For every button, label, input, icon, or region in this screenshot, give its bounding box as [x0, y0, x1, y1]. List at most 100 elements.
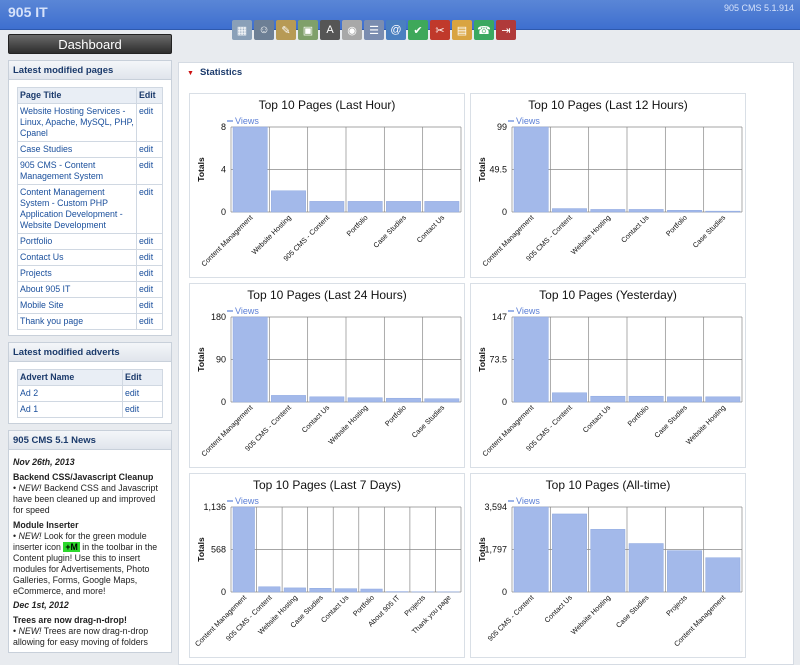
- news-text: Trees are now drag-n-drop allowing for e…: [13, 626, 149, 647]
- x-tick-label: Website Hosting: [569, 593, 612, 636]
- statistics-panel: ▼ Statistics Top 10 Pages (Last Hour) View…: [178, 62, 794, 665]
- sitemap-icon[interactable]: ▦: [232, 20, 252, 40]
- y-tick-label: 1,136: [203, 502, 226, 512]
- list-icon[interactable]: ☰: [364, 20, 384, 40]
- edit-link[interactable]: edit: [136, 297, 163, 314]
- version-label: 905 CMS 5.1.914: [723, 3, 794, 13]
- table-row: Website Hosting Services - Linux, Apache…: [17, 103, 163, 142]
- bar: [347, 201, 383, 213]
- page-title-link[interactable]: About 905 IT: [17, 281, 137, 298]
- edit-link[interactable]: edit: [122, 385, 163, 402]
- chart-4: Top 10 Pages (Last 7 Days) Views Totals 1,1…: [189, 473, 465, 658]
- x-tick-label: 905 CMS - Content: [224, 593, 274, 643]
- y-tick-label: 147: [492, 312, 507, 322]
- page-title-link[interactable]: Projects: [17, 265, 137, 282]
- page-title-link[interactable]: Content Management System - Custom PHP A…: [17, 184, 137, 234]
- new-label: NEW!: [18, 531, 42, 541]
- news-text: Look for the green module inserter icon: [13, 531, 147, 552]
- edit-link[interactable]: edit: [136, 265, 163, 282]
- legend-label: Views: [235, 306, 259, 316]
- bar: [705, 396, 741, 403]
- x-tick-label: Website Hosting: [569, 213, 612, 256]
- edit-link[interactable]: edit: [136, 103, 163, 142]
- edit-link[interactable]: edit: [122, 401, 163, 418]
- bar: [705, 210, 741, 213]
- edit-link[interactable]: edit: [136, 184, 163, 234]
- bar: [513, 126, 549, 213]
- dashboard-button[interactable]: Dashboard: [8, 34, 172, 54]
- bar: [667, 396, 702, 403]
- collapse-triangle-icon[interactable]: ▼: [187, 70, 194, 77]
- font-add-icon[interactable]: A: [320, 20, 340, 40]
- bar: [386, 201, 421, 213]
- bar: [424, 398, 460, 403]
- x-tick-label: Website Hosting: [250, 213, 293, 256]
- news-item: • NEW! Backend CSS and Javascript have b…: [13, 483, 158, 515]
- chart-2: Top 10 Pages (Last 24 Hours) Views Totals 1…: [189, 283, 465, 468]
- bar: [271, 190, 306, 213]
- page-title-link[interactable]: Case Studies: [17, 141, 137, 158]
- edit-column-header: Edit: [136, 87, 163, 104]
- page-title-link[interactable]: 905 CMS - Content Management System: [17, 157, 137, 185]
- statistics-heading[interactable]: ▼ Statistics: [187, 67, 242, 78]
- bar: [705, 557, 741, 593]
- edit-link[interactable]: edit: [136, 141, 163, 158]
- bar: [386, 397, 421, 403]
- page-title-link[interactable]: Thank you page: [17, 313, 137, 330]
- latest-adverts-panel: Latest modified adverts Advert Name Edit…: [8, 342, 172, 424]
- bar: [309, 588, 332, 593]
- edit-link[interactable]: edit: [136, 157, 163, 185]
- phone-icon[interactable]: ☎: [474, 20, 494, 40]
- legend-label: Views: [516, 306, 540, 316]
- bar: [513, 506, 549, 593]
- statistics-label: Statistics: [199, 67, 243, 78]
- exit-icon[interactable]: ⇥: [496, 20, 516, 40]
- latest-pages-heading: Latest modified pages: [9, 61, 171, 80]
- x-tick-label: Portfolio: [626, 403, 651, 428]
- page-title-link[interactable]: Website Hosting Services - Linux, Apache…: [17, 103, 137, 142]
- email-icon[interactable]: @: [386, 20, 406, 40]
- y-tick-label: 0: [221, 397, 226, 407]
- y-tick-label: 4: [221, 165, 226, 175]
- x-tick-label: Portfolio: [383, 403, 408, 428]
- y-tick-label: 0: [221, 587, 226, 597]
- page-title-link[interactable]: Portfolio: [17, 233, 137, 250]
- edit-link[interactable]: edit: [136, 281, 163, 298]
- bar: [232, 506, 255, 593]
- latest-adverts-table: Advert Name Edit Ad 2 edit Ad 1 edit: [17, 369, 163, 418]
- bar: [628, 543, 664, 593]
- calendar-icon[interactable]: ▤: [452, 20, 472, 40]
- chart-3: Top 10 Pages (Yesterday) Views Totals 147 73…: [470, 283, 746, 468]
- news-date: Nov 26th, 2013: [13, 457, 75, 467]
- edit-link[interactable]: edit: [136, 249, 163, 266]
- calendar-check-icon[interactable]: ✔: [408, 20, 428, 40]
- users-icon[interactable]: ☺: [254, 20, 274, 40]
- x-tick-label: Contact Us: [619, 213, 651, 245]
- advert-name-link[interactable]: Ad 2: [17, 385, 123, 402]
- news-date: Dec 1st, 2012: [13, 600, 69, 610]
- edit-link[interactable]: edit: [136, 313, 163, 330]
- y-axis-label: Totals: [196, 347, 206, 372]
- edit-icon[interactable]: ✎: [276, 20, 296, 40]
- advert-name-link[interactable]: Ad 1: [17, 401, 123, 418]
- bar: [232, 316, 268, 403]
- x-tick-label: Case Studies: [371, 213, 408, 250]
- bar: [309, 396, 345, 403]
- page-title-link[interactable]: Contact Us: [17, 249, 137, 266]
- bar: [628, 395, 664, 403]
- database-icon[interactable]: ◉: [342, 20, 362, 40]
- edit-link[interactable]: edit: [136, 233, 163, 250]
- news-body: Nov 26th, 2013 Backend CSS/Javascript Cl…: [9, 450, 171, 652]
- tools-icon[interactable]: ✂: [430, 20, 450, 40]
- image-add-icon[interactable]: ▣: [298, 20, 318, 40]
- y-axis-label: Totals: [477, 537, 487, 562]
- x-tick-label: Portfolio: [351, 593, 376, 618]
- legend-label: Views: [516, 116, 540, 126]
- table-row: Thank you page edit: [17, 313, 163, 330]
- page-title-link[interactable]: Mobile Site: [17, 297, 137, 314]
- y-tick-label: 568: [211, 545, 226, 555]
- sidebar: Dashboard Latest modified pages Page Tit…: [8, 34, 172, 653]
- table-row: Contact Us edit: [17, 249, 163, 266]
